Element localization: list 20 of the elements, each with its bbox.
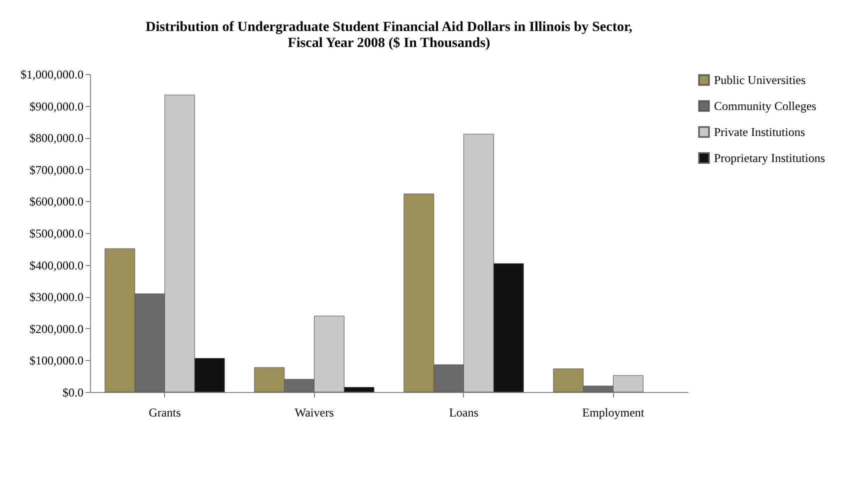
y-tick-label: $900,000.0 xyxy=(30,99,84,114)
y-tick-label: $700,000.0 xyxy=(30,162,84,177)
legend-label: Proprietary Institutions xyxy=(714,151,826,165)
y-tick-label: $400,000.0 xyxy=(30,258,84,272)
y-tick-label: $1,000,000.0 xyxy=(20,68,84,82)
x-tick-label: Employment xyxy=(582,406,645,420)
legend-label: Public Universities xyxy=(714,73,806,87)
y-tick-label: $500,000.0 xyxy=(30,226,84,240)
y-tick-label: $0.0 xyxy=(62,386,84,400)
y-tick-label: $800,000.0 xyxy=(30,131,84,146)
y-tick-label: $300,000.0 xyxy=(30,290,84,304)
x-tick-label: Grants xyxy=(148,406,182,420)
y-tick-label: $600,000.0 xyxy=(30,194,84,209)
y-tick-label: $200,000.0 xyxy=(30,322,84,336)
chart-title: Distribution of Undergraduate Student Financial Aid Dollars in Illinois by Sector, Fiscal Year 2008 ($ In Thousands) xyxy=(146,20,632,51)
x-tick-label: Loans xyxy=(449,406,479,420)
legend-label: Private Institutions xyxy=(714,125,806,139)
legend-label: Community Colleges xyxy=(714,99,817,113)
y-tick-label: $100,000.0 xyxy=(30,354,84,368)
x-tick-label: Waivers xyxy=(294,406,334,420)
